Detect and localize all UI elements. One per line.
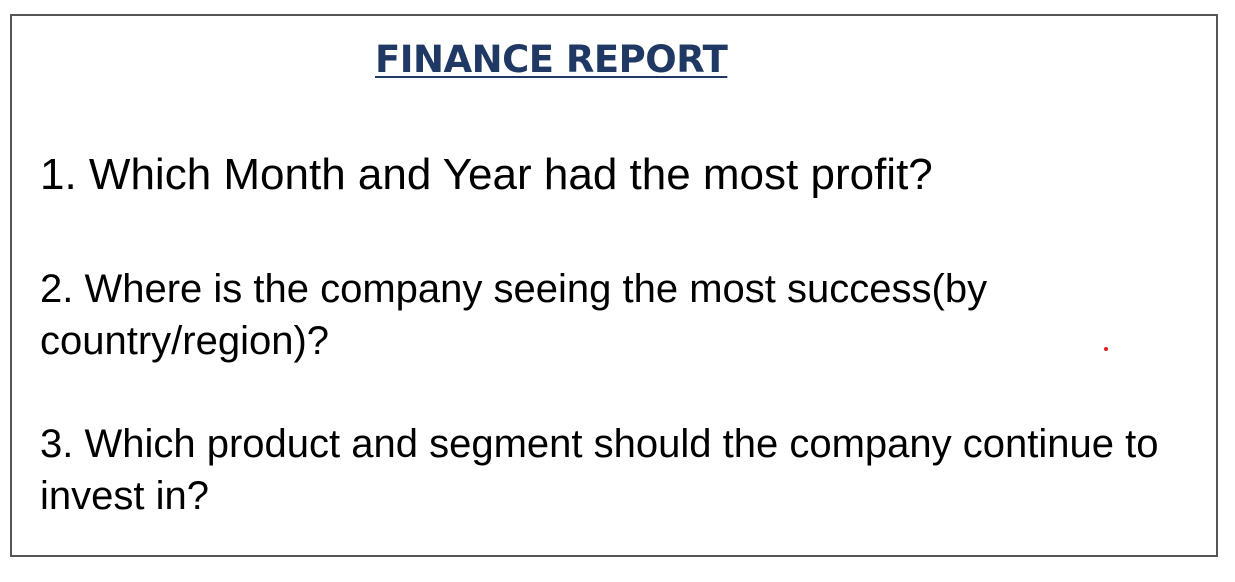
question-2: 2. Where is the company seeing the most …: [40, 267, 988, 363]
question-3: 3. Which product and segment should the …: [40, 422, 1159, 518]
report-frame: [10, 14, 1218, 557]
question-1: 1. Which Month and Year had the most pro…: [40, 150, 933, 199]
report-title: FINANCE REPORT: [375, 38, 728, 81]
red-dot-mark: [1104, 347, 1108, 351]
